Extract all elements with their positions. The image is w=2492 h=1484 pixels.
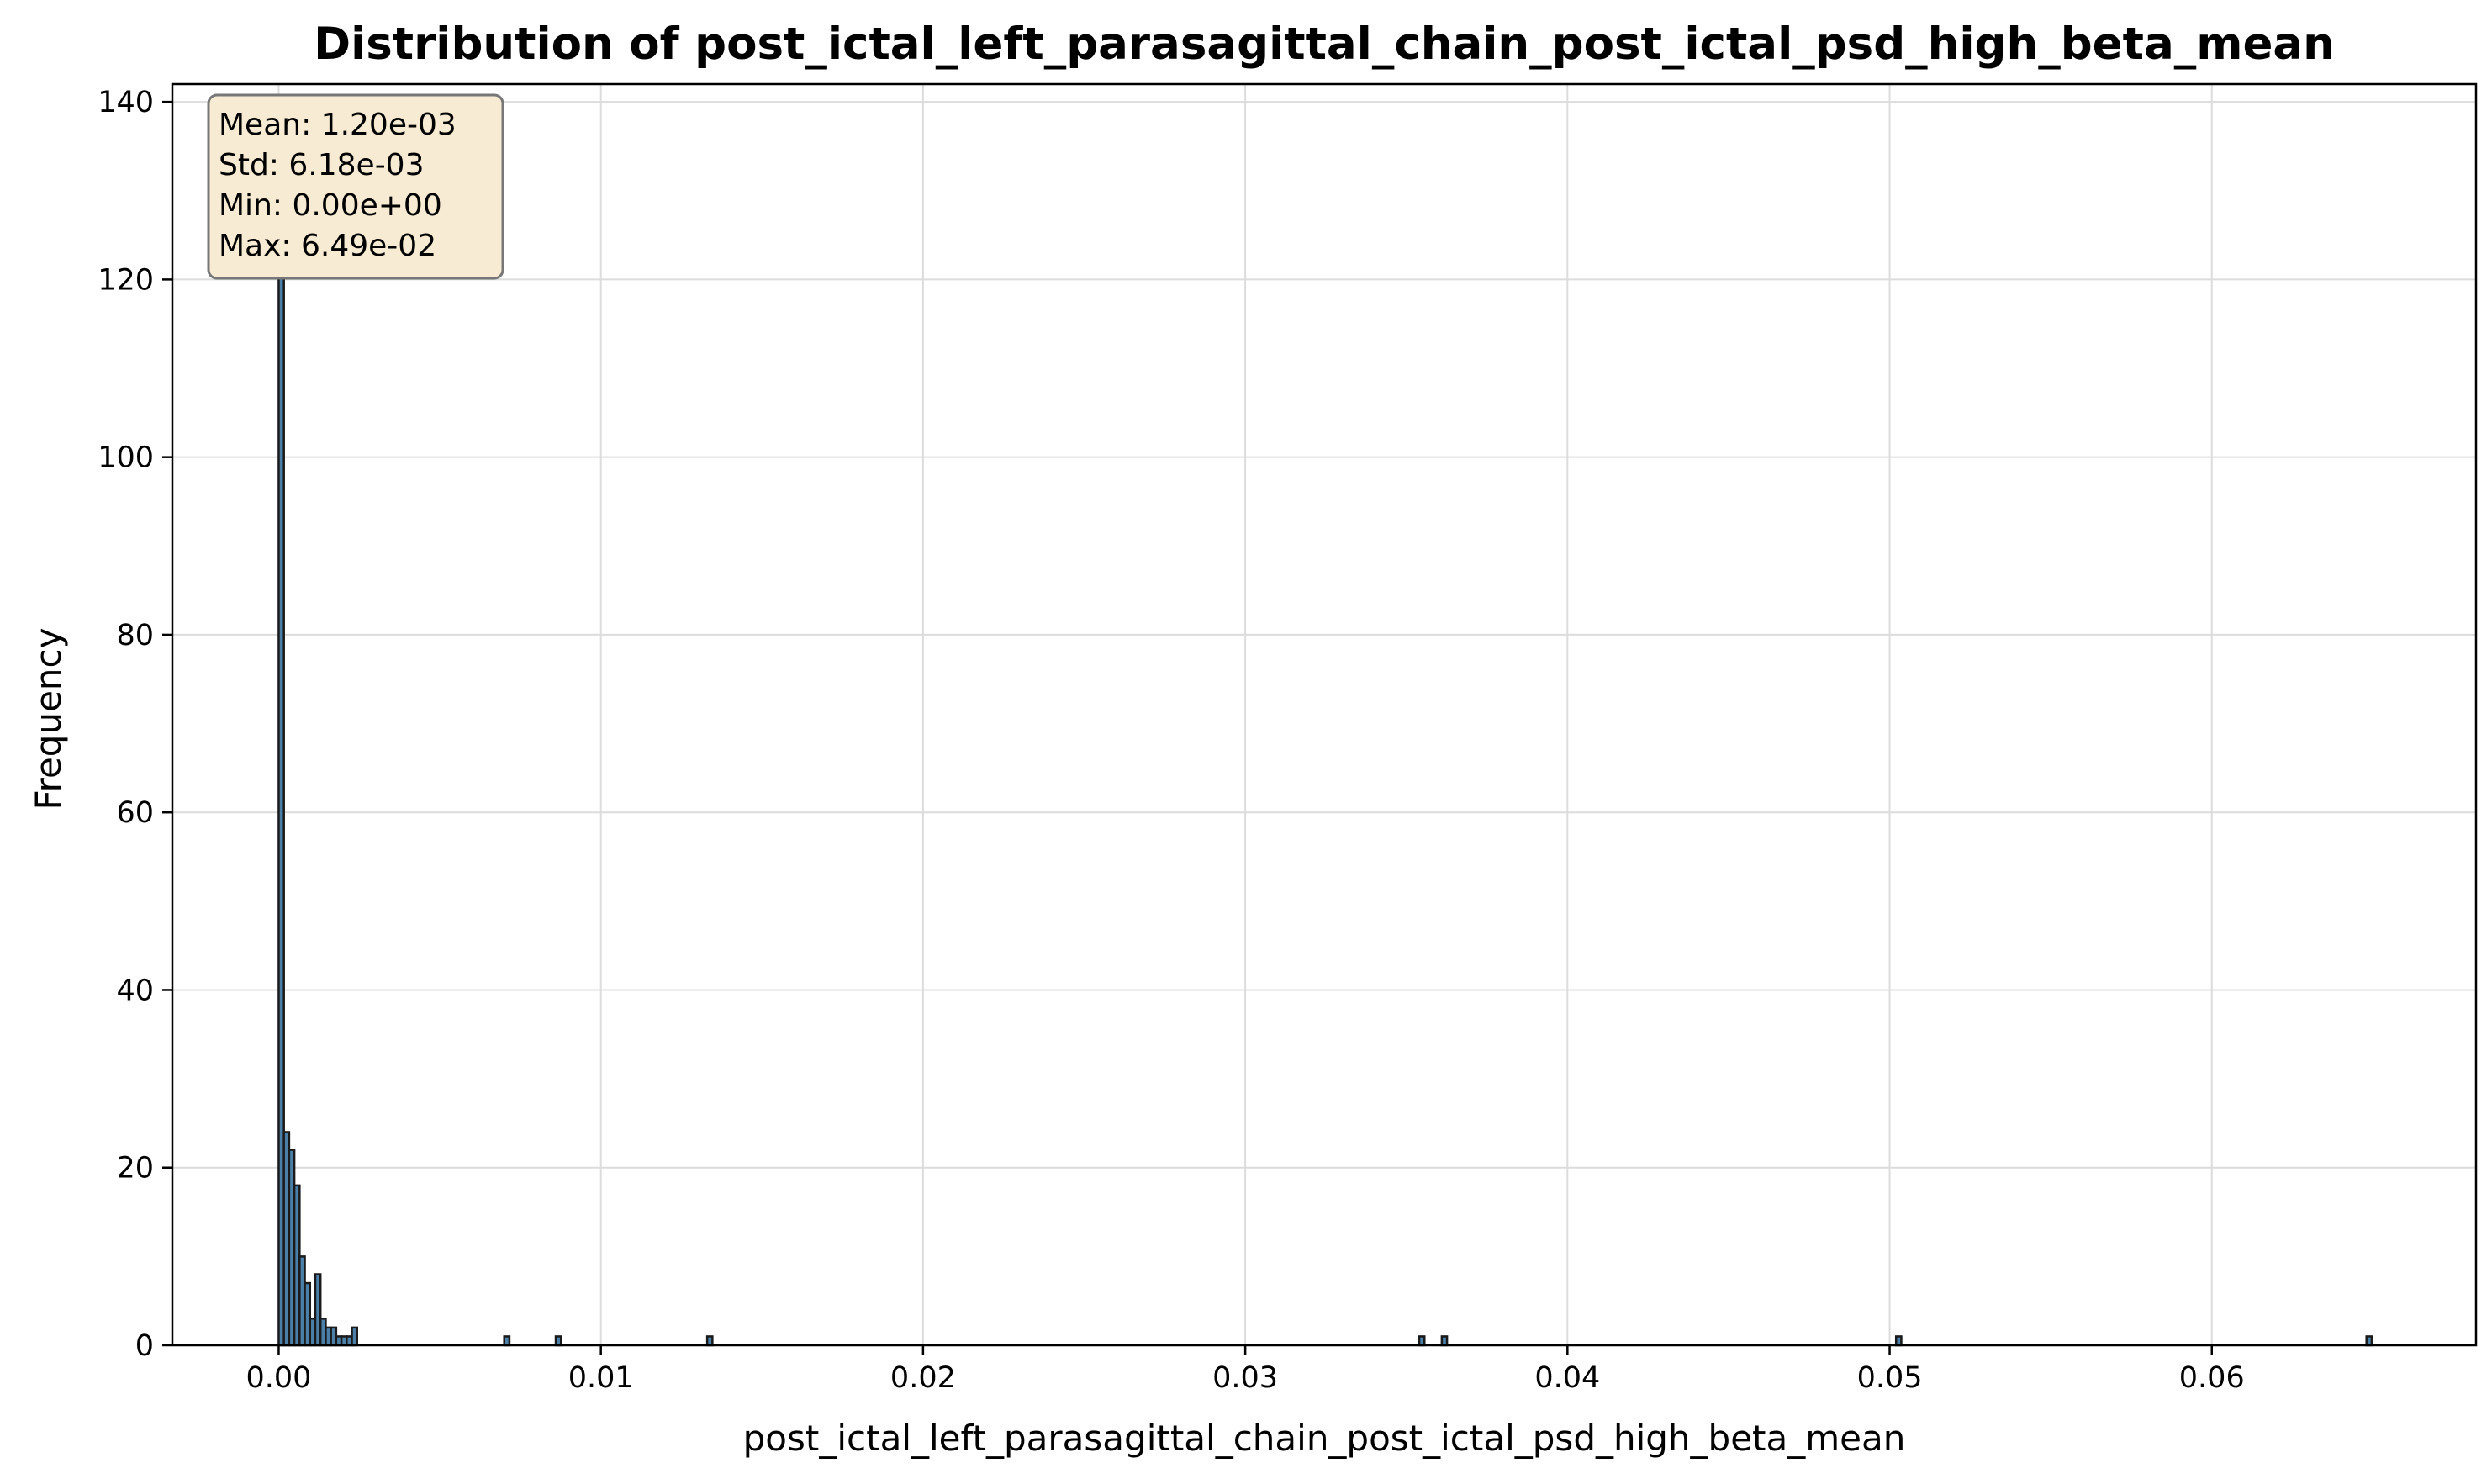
y-tick-label: 60 — [116, 796, 154, 830]
histogram-bar — [1418, 1335, 1426, 1347]
histogram-bar — [1894, 1335, 1903, 1347]
stats-mean: Mean: 1.20e-03 — [219, 108, 457, 142]
histogram-bar — [554, 1335, 562, 1347]
y-axis-label: Frequency — [28, 628, 69, 811]
histogram-bar — [351, 1326, 358, 1347]
x-axis-label: post_ictal_left_parasagittal_chain_post_… — [743, 1418, 1906, 1459]
histogram-bar — [705, 1335, 714, 1347]
x-axis-ticks: 0.00 0.01 0.02 0.03 0.04 0.05 0.06 — [246, 1345, 2245, 1395]
y-tick-label: 100 — [98, 441, 154, 475]
x-tick-label: 0.05 — [1857, 1361, 1923, 1395]
y-axis-ticks: 0 20 40 60 80 100 120 140 — [98, 86, 172, 1363]
histogram-bars — [277, 145, 2373, 1347]
y-tick-label: 20 — [116, 1152, 154, 1186]
x-tick-label: 0.00 — [246, 1361, 311, 1395]
chart-title: Distribution of post_ictal_left_parasagi… — [314, 18, 2335, 70]
histogram-bar — [1440, 1335, 1449, 1347]
y-tick-label: 40 — [116, 974, 154, 1007]
stats-max: Max: 6.49e-02 — [219, 229, 436, 263]
stats-box-background — [207, 93, 504, 280]
x-tick-label: 0.03 — [1212, 1361, 1278, 1395]
x-tick-label: 0.02 — [890, 1361, 956, 1395]
histogram-bar — [2365, 1335, 2373, 1347]
x-tick-label: 0.06 — [2179, 1361, 2245, 1395]
x-tick-label: 0.04 — [1534, 1361, 1600, 1395]
stats-std: Std: 6.18e-03 — [219, 148, 425, 182]
histogram-bar — [503, 1335, 511, 1347]
y-tick-label: 80 — [116, 619, 154, 652]
y-tick-label: 0 — [135, 1329, 154, 1363]
y-tick-label: 140 — [98, 86, 154, 119]
x-tick-label: 0.01 — [568, 1361, 634, 1395]
grid-lines — [172, 84, 2476, 1346]
y-tick-label: 120 — [98, 263, 154, 297]
stats-box: Mean: 1.20e-03 Std: 6.18e-03 Min: 0.00e+… — [207, 93, 504, 280]
plot-frame — [171, 82, 2478, 1347]
stats-min: Min: 0.00e+00 — [219, 188, 442, 223]
